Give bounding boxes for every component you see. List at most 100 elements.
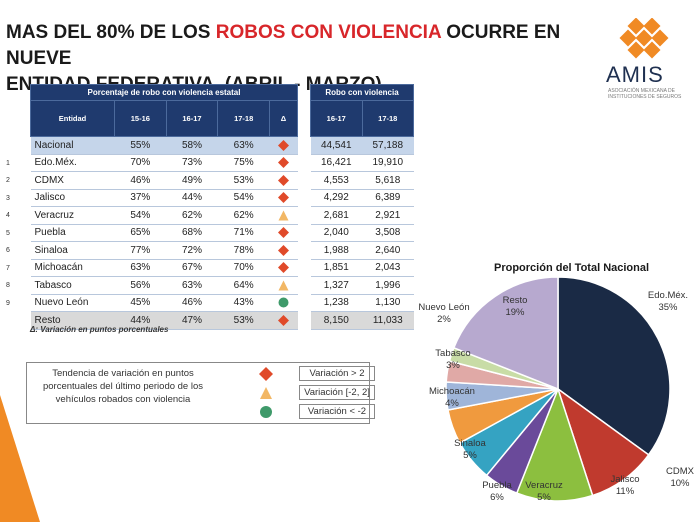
cell-1516: 46%: [114, 171, 167, 190]
title-line1b: OCURRE EN NUEVE: [6, 22, 561, 69]
pie-slice-label: Edo.Méx. 35%: [638, 290, 698, 314]
cell-count-1718: 57,188: [362, 136, 414, 155]
trend-up-icon: [278, 314, 289, 326]
cell-entidad: Nuevo León: [30, 294, 115, 312]
trend-up-icon: [278, 157, 289, 169]
cell-count-1718: 1,130: [362, 294, 414, 312]
cell-count-1718: 3,508: [362, 224, 414, 242]
pie-slice-value: 19%: [505, 307, 525, 318]
legend-description: Tendencia de variación en puntos porcent…: [42, 368, 203, 405]
legend-diamond-icon: [259, 367, 273, 381]
cell-1718: 75%: [217, 154, 270, 172]
cell-entidad: Jalisco: [30, 189, 115, 207]
cell-1516: 56%: [114, 276, 167, 295]
cell-1617: 68%: [166, 224, 218, 242]
cell-count-1617: 4,292: [310, 189, 362, 207]
table-row: Puebla 65% 68% 71%: [30, 224, 298, 242]
cell-1516: 70%: [114, 154, 167, 172]
cell-delta: [269, 136, 298, 155]
cell-1617: 62%: [166, 206, 218, 225]
cell-entidad: Tabasco: [30, 276, 115, 295]
pie-slice-name: Veracruz: [525, 480, 563, 491]
table-row: Nacional 55% 58% 63%: [30, 136, 298, 155]
trend-up-icon: [278, 227, 289, 239]
pie-slice-label: Resto 19%: [485, 295, 545, 319]
cell-1516: 54%: [114, 206, 167, 225]
row-number: 5: [6, 229, 10, 237]
row-number: 9: [6, 299, 10, 307]
pie-slice-label: Nuevo León 2%: [414, 302, 474, 326]
col-1516: 15-16: [114, 100, 167, 137]
row-number: 6: [6, 247, 10, 254]
col-count-1718: 17-18: [361, 100, 414, 137]
table-row: Tabasco 56% 63% 64%: [30, 276, 298, 295]
cell-1617: 73%: [166, 154, 218, 172]
cell-delta: [269, 276, 298, 295]
row-number: 8: [6, 282, 10, 289]
trend-flat-icon: [278, 210, 289, 221]
col-count-1617: 16-17: [310, 100, 363, 137]
table-row: 16,421 19,910: [310, 154, 414, 172]
pie-slice-label: CDMX 10%: [650, 466, 700, 490]
cell-entidad: Veracruz: [30, 206, 115, 225]
pie-slice-name: Tabasco: [435, 348, 471, 359]
cell-1718: 71%: [217, 224, 270, 242]
cell-count-1718: 2,043: [362, 259, 414, 277]
cell-1617: 44%: [166, 189, 218, 207]
pie-slice-value: 35%: [658, 302, 678, 313]
table-row: 8,150 11,033: [310, 311, 414, 330]
row-number: 3: [6, 194, 10, 202]
pie-slice-label: Jalisco 11%: [595, 474, 655, 498]
cell-1617: 67%: [166, 259, 218, 277]
cell-delta: [269, 294, 298, 312]
logo-name: AMIS: [606, 62, 664, 87]
pie-slice-label: Michoacán 4%: [422, 386, 482, 410]
cell-count-1617: 4,553: [310, 171, 362, 190]
trend-flat-icon: [278, 280, 289, 291]
pie-slice-label: Tabasco 3%: [423, 348, 483, 372]
trend-up-icon: [278, 139, 289, 151]
cell-1617: 63%: [166, 276, 218, 295]
trend-up-icon: [278, 262, 289, 274]
decorative-orange-shape: [0, 395, 40, 522]
cell-count-1718: 6,389: [362, 189, 414, 207]
cell-count-1718: 2,921: [362, 206, 414, 225]
pie-slice-value: 4%: [445, 398, 459, 409]
pie-title: Proporción del Total Nacional: [494, 262, 650, 274]
cell-delta: [269, 171, 298, 190]
table-row: 1,238 1,130: [310, 294, 414, 312]
cell-1617: 72%: [166, 241, 218, 260]
cell-1718: 70%: [217, 259, 270, 277]
cell-delta: [269, 311, 298, 330]
row-number: 4: [6, 212, 10, 219]
cell-count-1718: 19,910: [362, 154, 414, 172]
cell-1718: 64%: [217, 276, 270, 295]
cell-1718: 53%: [217, 171, 270, 190]
row-number: [6, 312, 26, 330]
cell-delta: [269, 241, 298, 260]
pct-table-header: Porcentaje de robo con violencia estatal: [30, 84, 298, 101]
pie-slice-label: Sinaloa 5%: [440, 438, 500, 462]
pie-slice-name: Sinaloa: [454, 438, 486, 449]
trend-up-icon: [278, 192, 289, 204]
pie-slice: [452, 276, 559, 391]
pie-slice-name: Nuevo León: [418, 302, 470, 313]
cell-delta: [269, 206, 298, 225]
trend-down-icon: [278, 297, 289, 308]
pie-slice-name: CDMX: [666, 466, 694, 477]
col-1718: 17-18: [217, 100, 270, 137]
col-delta: Δ: [269, 100, 298, 137]
cell-count-1617: 16,421: [310, 154, 362, 172]
cell-count-1617: 2,040: [310, 224, 362, 242]
cell-count-1617: 1,851: [310, 259, 362, 277]
pie-slice-value: 5%: [463, 450, 477, 461]
table-row: CDMX 46% 49% 53%: [30, 171, 298, 190]
legend-item-down: Variación < -2: [299, 404, 375, 419]
pie-slice-value: 2%: [437, 314, 451, 325]
cell-count-1718: 1,996: [362, 276, 414, 295]
cell-1516: 63%: [114, 259, 167, 277]
cell-delta: [269, 154, 298, 172]
table-row: Edo.Méx. 70% 73% 75%: [30, 154, 298, 172]
trend-legend: Tendencia de variación en puntos porcent…: [26, 362, 375, 424]
col-entidad: Entidad: [30, 100, 115, 137]
